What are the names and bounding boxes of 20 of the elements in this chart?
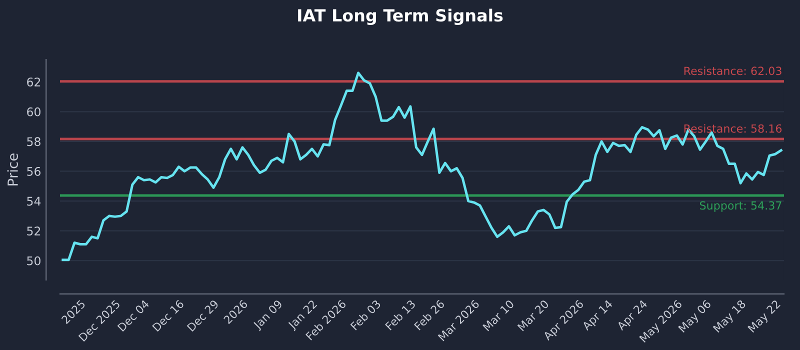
ref-line-label: Resistance: 62.03 bbox=[684, 66, 782, 76]
x-tick-label: Dec 29 bbox=[186, 299, 220, 332]
y-tick-label: 60 bbox=[27, 107, 40, 116]
y-tick-label: 58 bbox=[27, 137, 40, 146]
x-tick-label: Mar 20 bbox=[517, 299, 550, 332]
x-tick-label: Feb 26 bbox=[414, 299, 445, 330]
y-axis-title: Price bbox=[7, 154, 18, 186]
ref-line-label: Resistance: 58.16 bbox=[684, 124, 782, 133]
chart-title: IAT Long Term Signals bbox=[298, 8, 503, 26]
x-tick-label: Apr 14 bbox=[582, 299, 615, 332]
x-tick-label: Dec 16 bbox=[152, 299, 184, 332]
y-tick-label: 50 bbox=[27, 256, 40, 266]
x-tick-label: Jan 09 bbox=[252, 299, 284, 332]
x-tick-label: Feb 03 bbox=[350, 299, 382, 330]
y-tick-label: 56 bbox=[27, 166, 41, 176]
y-tick-label: 62 bbox=[27, 78, 40, 86]
y-tick-label: 52 bbox=[27, 226, 40, 236]
x-tick-label: Mar 10 bbox=[482, 299, 514, 332]
y-tick-label: 54 bbox=[27, 196, 41, 206]
ref-line-label: Support: 54.37 bbox=[700, 201, 782, 212]
